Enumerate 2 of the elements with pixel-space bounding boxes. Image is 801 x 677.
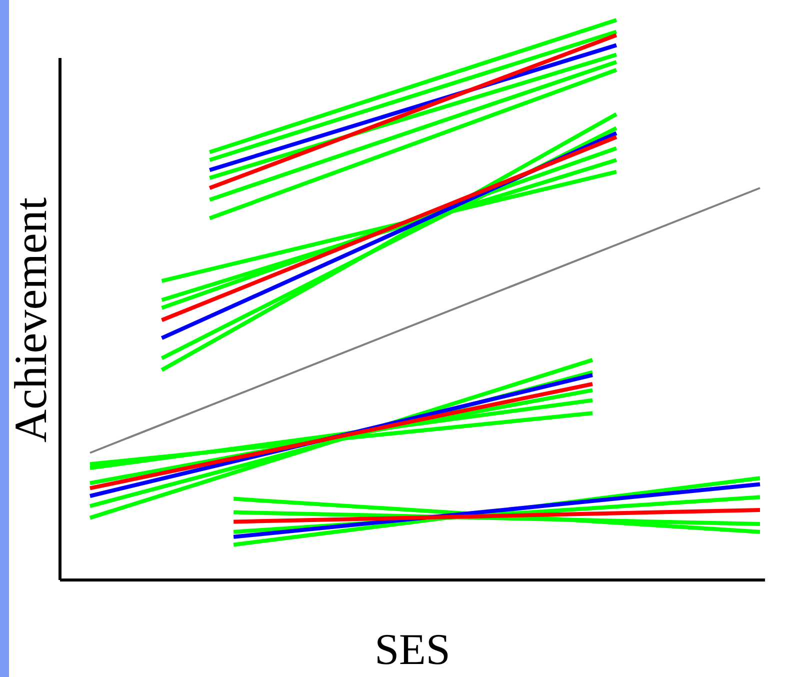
y-axis-title: Achievement bbox=[5, 197, 56, 443]
x-axis-title: SES bbox=[374, 625, 450, 674]
